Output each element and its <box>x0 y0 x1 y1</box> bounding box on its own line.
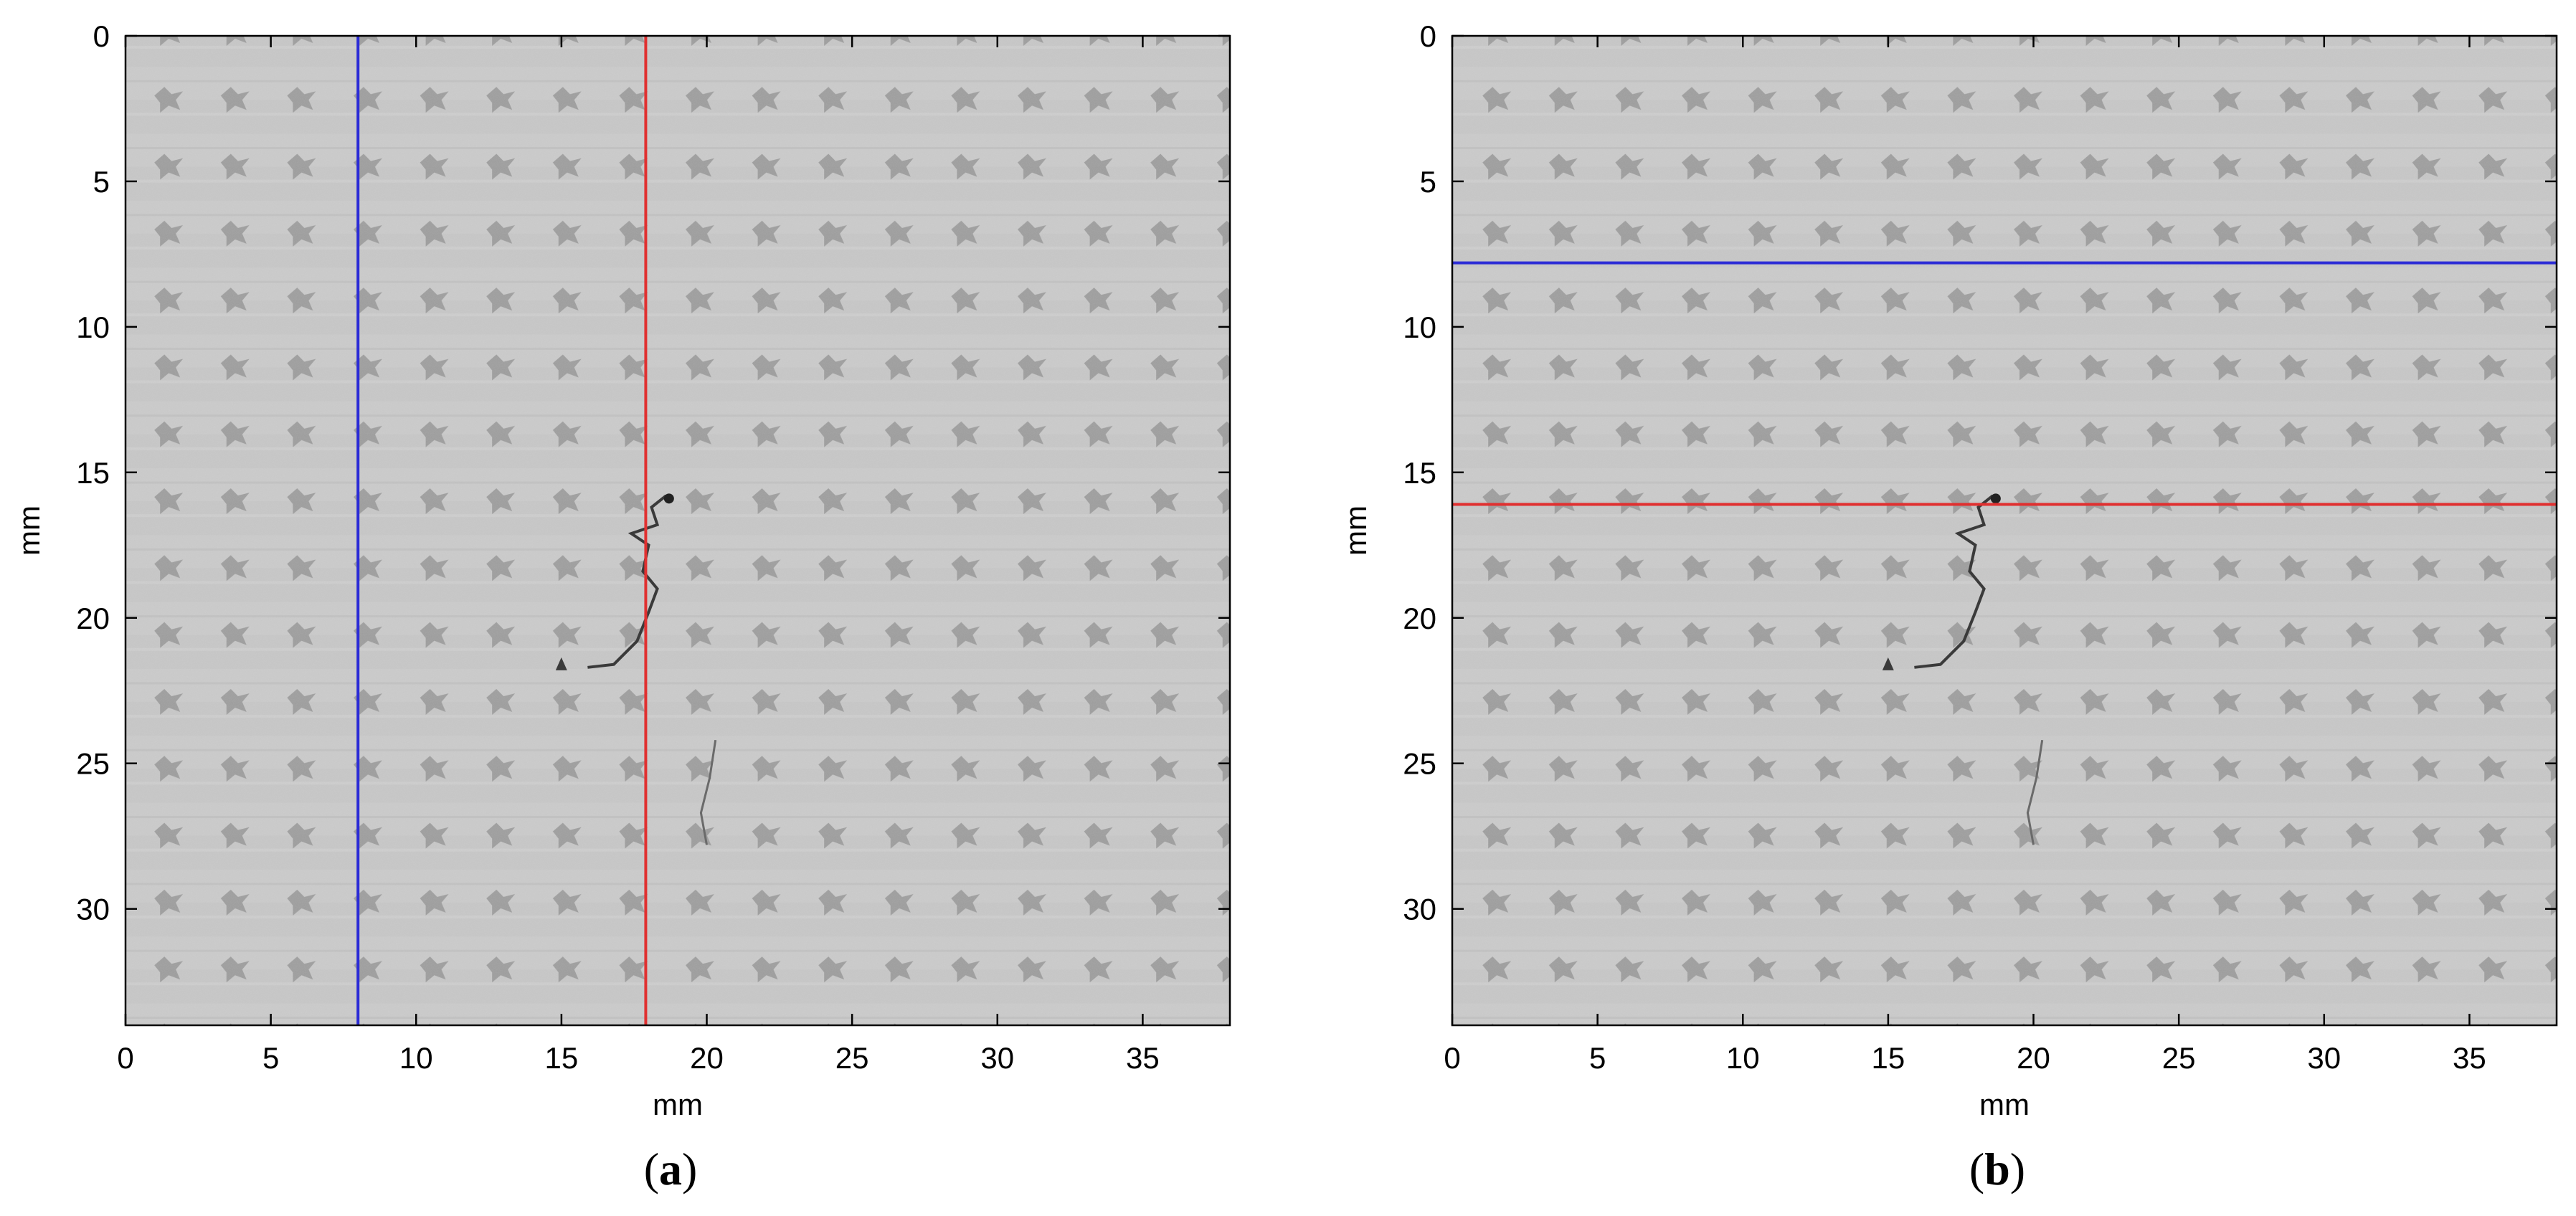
crack-origin-mark <box>663 493 674 504</box>
x-tick-label: 25 <box>835 1041 869 1075</box>
x-axis-label: mm <box>1979 1088 2030 1121</box>
x-tick-label: 5 <box>262 1041 279 1075</box>
y-tick-label: 5 <box>93 165 110 199</box>
crack-tip-mark <box>1882 657 1894 670</box>
crack-path-secondary <box>699 739 717 845</box>
axes-frame <box>1451 34 2558 1027</box>
crack-path-secondary <box>2026 739 2044 845</box>
x-tick-label: 35 <box>1126 1041 1160 1075</box>
axes-frame <box>124 34 1231 1027</box>
panel-b: 0 5 10 15 20 25 30 35 0 5 10 15 20 25 30 mm mm (b) <box>1339 19 2558 1194</box>
specimen-image <box>1452 36 2557 1025</box>
x-tick-label: 10 <box>399 1041 433 1075</box>
x-tick-label: 25 <box>2162 1041 2196 1075</box>
crack-origin-mark <box>1990 493 2001 504</box>
y-tick-label: 20 <box>1403 602 1436 635</box>
y-axis-label: mm <box>1339 505 1373 556</box>
panel-a: 0 5 10 15 20 25 30 35 0 5 10 15 20 25 30 mm mm (a) <box>12 19 1231 1194</box>
x-axis-label: mm <box>653 1088 703 1121</box>
specimen-image <box>126 36 1230 1025</box>
x-tick-label: 15 <box>545 1041 579 1075</box>
panel-label: (a) <box>644 1144 698 1194</box>
x-tick-label: 30 <box>980 1041 1014 1075</box>
y-tick-label: 0 <box>1420 19 1436 53</box>
crack-tip-mark <box>555 657 567 670</box>
y-tick-label: 30 <box>76 893 110 926</box>
x-tick-label: 10 <box>1726 1041 1760 1075</box>
y-tick-label: 15 <box>76 456 110 490</box>
crack-path <box>587 494 668 669</box>
y-tick-label: 30 <box>1403 893 1436 926</box>
x-tick-label: 35 <box>2453 1041 2486 1075</box>
panel-label: (b) <box>1969 1144 2025 1194</box>
y-tick-label: 10 <box>76 310 110 344</box>
y-tick-label: 25 <box>76 747 110 781</box>
y-tick-label: 0 <box>93 19 110 53</box>
x-tick-label: 30 <box>2307 1041 2341 1075</box>
crack-path <box>1914 494 1994 669</box>
y-tick-label: 20 <box>76 602 110 635</box>
y-tick-label: 10 <box>1403 310 1436 344</box>
y-tick-label: 5 <box>1420 165 1436 199</box>
x-tick-label: 20 <box>2017 1041 2050 1075</box>
y-tick-label: 15 <box>1403 456 1436 490</box>
x-tick-label: 0 <box>117 1041 133 1075</box>
y-tick-label: 25 <box>1403 747 1436 781</box>
x-tick-label: 0 <box>1444 1041 1460 1075</box>
x-tick-label: 15 <box>1872 1041 1905 1075</box>
y-axis-label: mm <box>12 505 46 556</box>
x-tick-label: 5 <box>1589 1041 1606 1075</box>
x-tick-label: 20 <box>690 1041 724 1075</box>
